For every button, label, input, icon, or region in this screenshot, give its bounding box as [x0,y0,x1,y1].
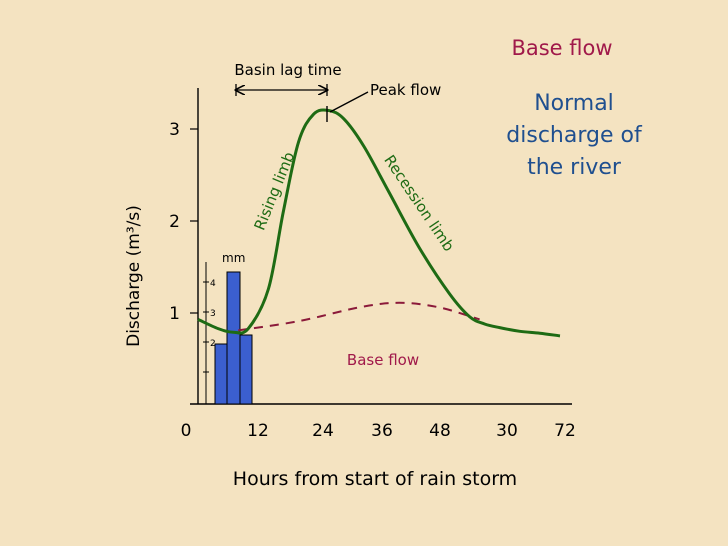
x-tick-label: 12 [247,421,269,441]
x-tick-label: 48 [429,421,451,441]
base-flow-curve-label: Base flow [347,351,419,369]
x-tick-label: 24 [312,421,334,441]
rising-limb-label: Rising limb [251,149,299,233]
side-description-line: Normal [534,91,614,116]
rainfall-tick-label: 3 [210,309,216,319]
y-tick-label: 3 [169,120,180,140]
rainfall-bar [214,343,228,405]
rainfall-tick-label: 4 [210,279,216,289]
y-axis-title: Discharge (m³/s) [124,205,144,347]
discharge-line [197,108,561,338]
rainfall-bars [214,271,253,405]
peak-pointer [329,91,369,113]
side-description-line: discharge of [506,123,643,148]
x-tick-label: 72 [554,421,576,441]
x-axis-title: Hours from start of rain storm [233,468,517,490]
peak-flow-label: Peak flow [370,81,441,99]
x-tick-label: 0 [181,421,192,441]
side-description-line: the river [527,155,622,180]
x-tick-label: 30 [496,421,518,441]
y-tick-label: 1 [169,304,180,324]
x-tick-label: 36 [371,421,393,441]
rainfall-bar [226,271,241,405]
y-tick-label: 2 [169,212,180,232]
recession-limb-label: Recession limb [380,152,458,255]
rainfall-unit-label: mm [222,251,245,265]
base-flow-line [238,301,480,332]
side-heading: Base flow [511,36,612,60]
rainfall-tick-label: 2 [210,339,216,349]
basin-lag-label: Basin lag time [234,61,341,79]
rainfall-bar [239,334,253,405]
